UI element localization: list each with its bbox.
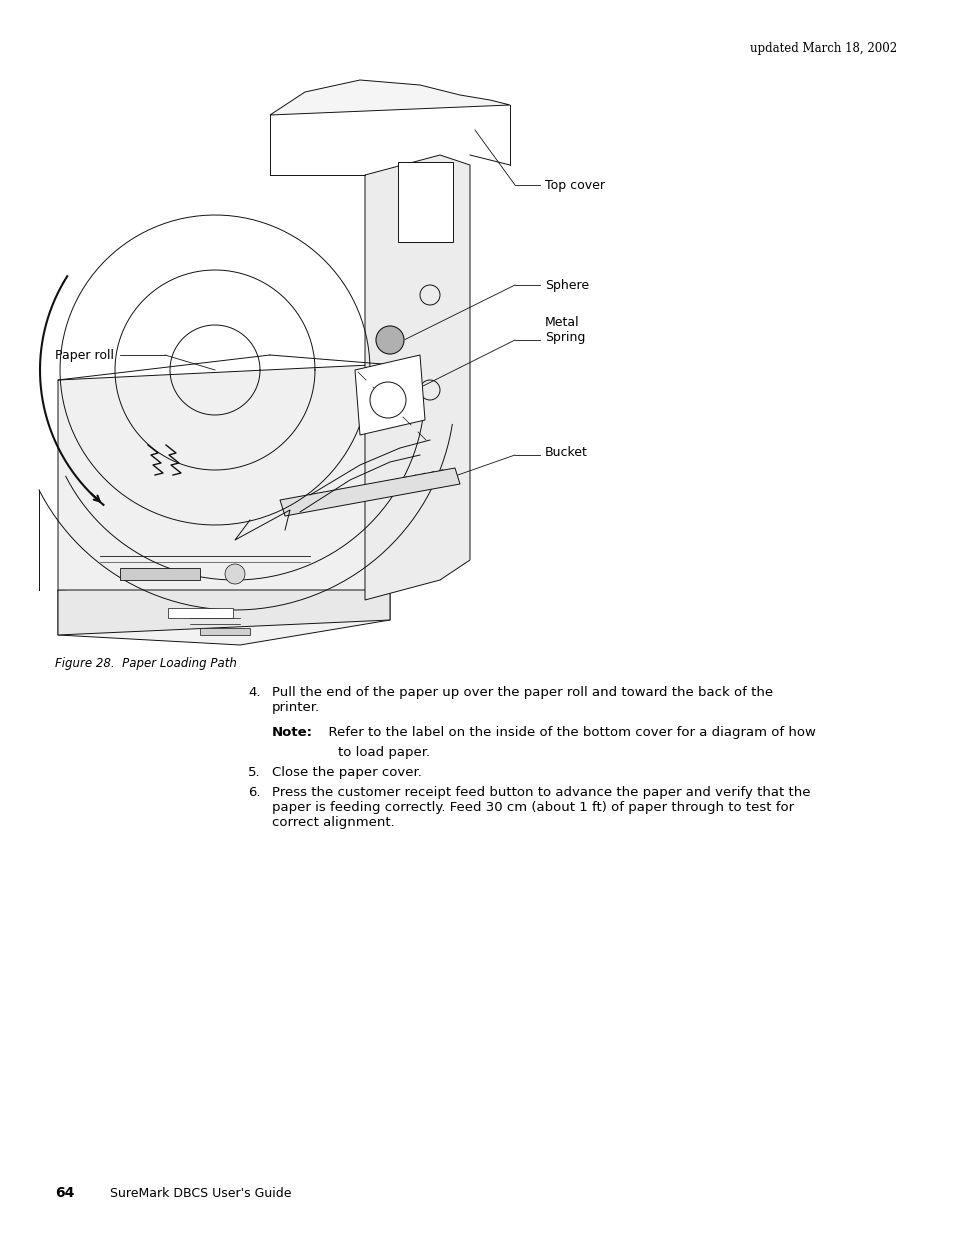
Bar (200, 629, 250, 635)
Text: Metal
Spring: Metal Spring (544, 316, 585, 345)
Text: Refer to the label on the inside of the bottom cover for a diagram of how: Refer to the label on the inside of the … (319, 726, 815, 739)
Polygon shape (355, 354, 424, 435)
Bar (120, 568, 200, 580)
Polygon shape (270, 80, 510, 115)
Text: Bucket: Bucket (544, 446, 587, 458)
Text: Top cover: Top cover (544, 179, 604, 191)
Bar (397, 162, 453, 242)
Circle shape (370, 382, 406, 417)
Text: 6.: 6. (248, 785, 260, 799)
Polygon shape (58, 366, 395, 590)
Text: 64: 64 (55, 1186, 74, 1200)
Polygon shape (58, 576, 390, 635)
Text: Close the paper cover.: Close the paper cover. (272, 766, 421, 779)
Text: Paper roll: Paper roll (55, 348, 113, 362)
Text: 4.: 4. (248, 685, 260, 699)
Polygon shape (58, 564, 390, 645)
Polygon shape (280, 468, 459, 516)
Circle shape (375, 326, 403, 354)
Text: SureMark DBCS User's Guide: SureMark DBCS User's Guide (110, 1187, 292, 1200)
Bar (168, 608, 233, 618)
Text: 5.: 5. (248, 766, 260, 779)
Text: updated March 18, 2002: updated March 18, 2002 (749, 42, 896, 56)
Text: Note:: Note: (272, 726, 313, 739)
Text: to load paper.: to load paper. (337, 746, 430, 760)
Text: Figure 28.  Paper Loading Path: Figure 28. Paper Loading Path (55, 657, 236, 671)
Text: Sphere: Sphere (544, 279, 589, 291)
Text: Press the customer receipt feed button to advance the paper and verify that the
: Press the customer receipt feed button t… (272, 785, 810, 829)
Circle shape (225, 564, 245, 584)
Text: Pull the end of the paper up over the paper roll and toward the back of the
prin: Pull the end of the paper up over the pa… (272, 685, 772, 714)
Polygon shape (365, 156, 470, 600)
